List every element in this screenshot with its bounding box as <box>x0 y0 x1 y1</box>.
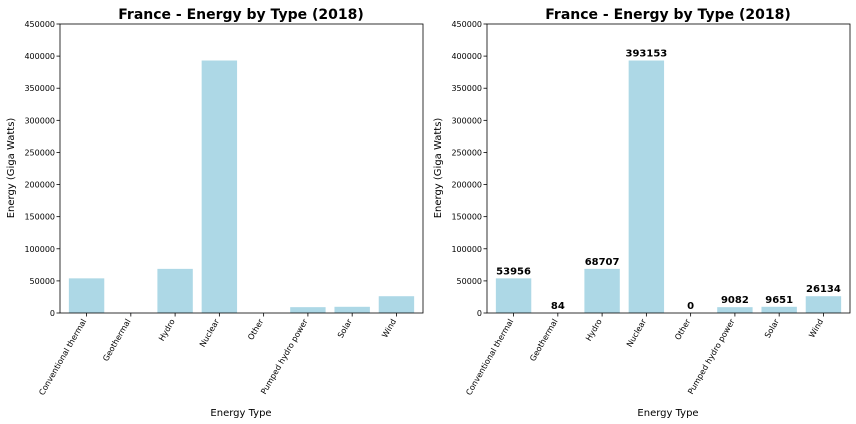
chart-title: France - Energy by Type (2018) <box>545 7 790 23</box>
x-tick-label: Wind <box>807 318 825 340</box>
x-tick-label: Solar <box>336 317 354 340</box>
data-label: 9082 <box>721 295 749 306</box>
y-tick-label: 400000 <box>451 52 482 61</box>
bar <box>495 278 532 313</box>
y-tick-label: 50000 <box>457 277 482 286</box>
x-tick-label: Nuclear <box>625 317 649 349</box>
y-tick-label: 300000 <box>451 116 482 125</box>
x-tick-label: Conventional thermal <box>464 318 515 397</box>
data-label: 9651 <box>765 295 793 306</box>
y-tick-label: 0 <box>50 309 55 318</box>
y-tick-label: 450000 <box>24 20 55 29</box>
y-tick-label: 200000 <box>24 181 55 190</box>
data-label: 68707 <box>585 257 620 268</box>
bar <box>717 307 753 313</box>
y-tick-label: 450000 <box>451 20 482 29</box>
plot-frame <box>486 23 851 314</box>
bar <box>628 60 665 313</box>
x-tick-label: Geothermal <box>528 318 559 363</box>
y-tick-label: 150000 <box>24 213 55 222</box>
y-tick-label: 0 <box>477 309 482 318</box>
x-tick-label: Other <box>246 317 266 342</box>
y-tick-label: 350000 <box>451 84 482 93</box>
data-label: 84 <box>551 301 565 312</box>
x-tick-label: Pumped hydro power <box>686 317 737 396</box>
y-tick-label: 100000 <box>451 245 482 254</box>
x-tick-label: Geothermal <box>101 318 132 363</box>
bar <box>290 307 326 313</box>
y-axis-label: Energy (Giga Watts) <box>6 118 17 219</box>
y-axis-label: Energy (Giga Watts) <box>433 118 444 219</box>
data-label: 393153 <box>625 49 667 60</box>
x-tick-label: Wind <box>380 318 398 340</box>
bars-group: 0 50000 100000 150000 200000 250000 300000 3500… <box>24 20 415 397</box>
chart-right: France - Energy by Type (2018) Energy (G… <box>433 7 851 419</box>
plot-frame <box>59 23 424 314</box>
y-tick-label: 400000 <box>24 52 55 61</box>
bar <box>334 306 370 313</box>
chart-title: France - Energy by Type (2018) <box>118 7 363 23</box>
x-axis-label: Energy Type <box>210 408 271 419</box>
x-tick-label: Hydro <box>584 317 604 342</box>
bars-group: 0 50000 100000 150000 200000 250000 300000 3500… <box>451 20 842 397</box>
x-axis-label: Energy Type <box>637 408 698 419</box>
chart-left: France - Energy by Type (2018) Energy (G… <box>6 7 424 419</box>
bar <box>68 278 105 313</box>
x-tick-label: Other <box>673 317 693 342</box>
bar <box>201 60 238 313</box>
y-tick-label: 100000 <box>24 245 55 254</box>
x-tick-label: Hydro <box>157 317 177 342</box>
y-tick-label: 200000 <box>451 181 482 190</box>
data-label: 53956 <box>496 266 531 277</box>
y-tick-label: 250000 <box>24 148 55 157</box>
x-tick-label: Solar <box>763 317 781 340</box>
data-label: 26134 <box>806 284 841 295</box>
y-tick-label: 50000 <box>30 277 55 286</box>
bar <box>805 296 842 313</box>
data-label: 0 <box>687 301 694 312</box>
bar <box>157 268 193 313</box>
x-tick-label: Conventional thermal <box>37 318 88 397</box>
y-tick-label: 150000 <box>451 213 482 222</box>
y-tick-label: 300000 <box>24 116 55 125</box>
bar <box>584 268 620 313</box>
bar <box>761 306 797 313</box>
y-tick-label: 350000 <box>24 84 55 93</box>
x-tick-label: Pumped hydro power <box>259 317 310 396</box>
x-tick-label: Nuclear <box>198 317 222 349</box>
y-tick-label: 250000 <box>451 148 482 157</box>
bar <box>378 296 415 313</box>
